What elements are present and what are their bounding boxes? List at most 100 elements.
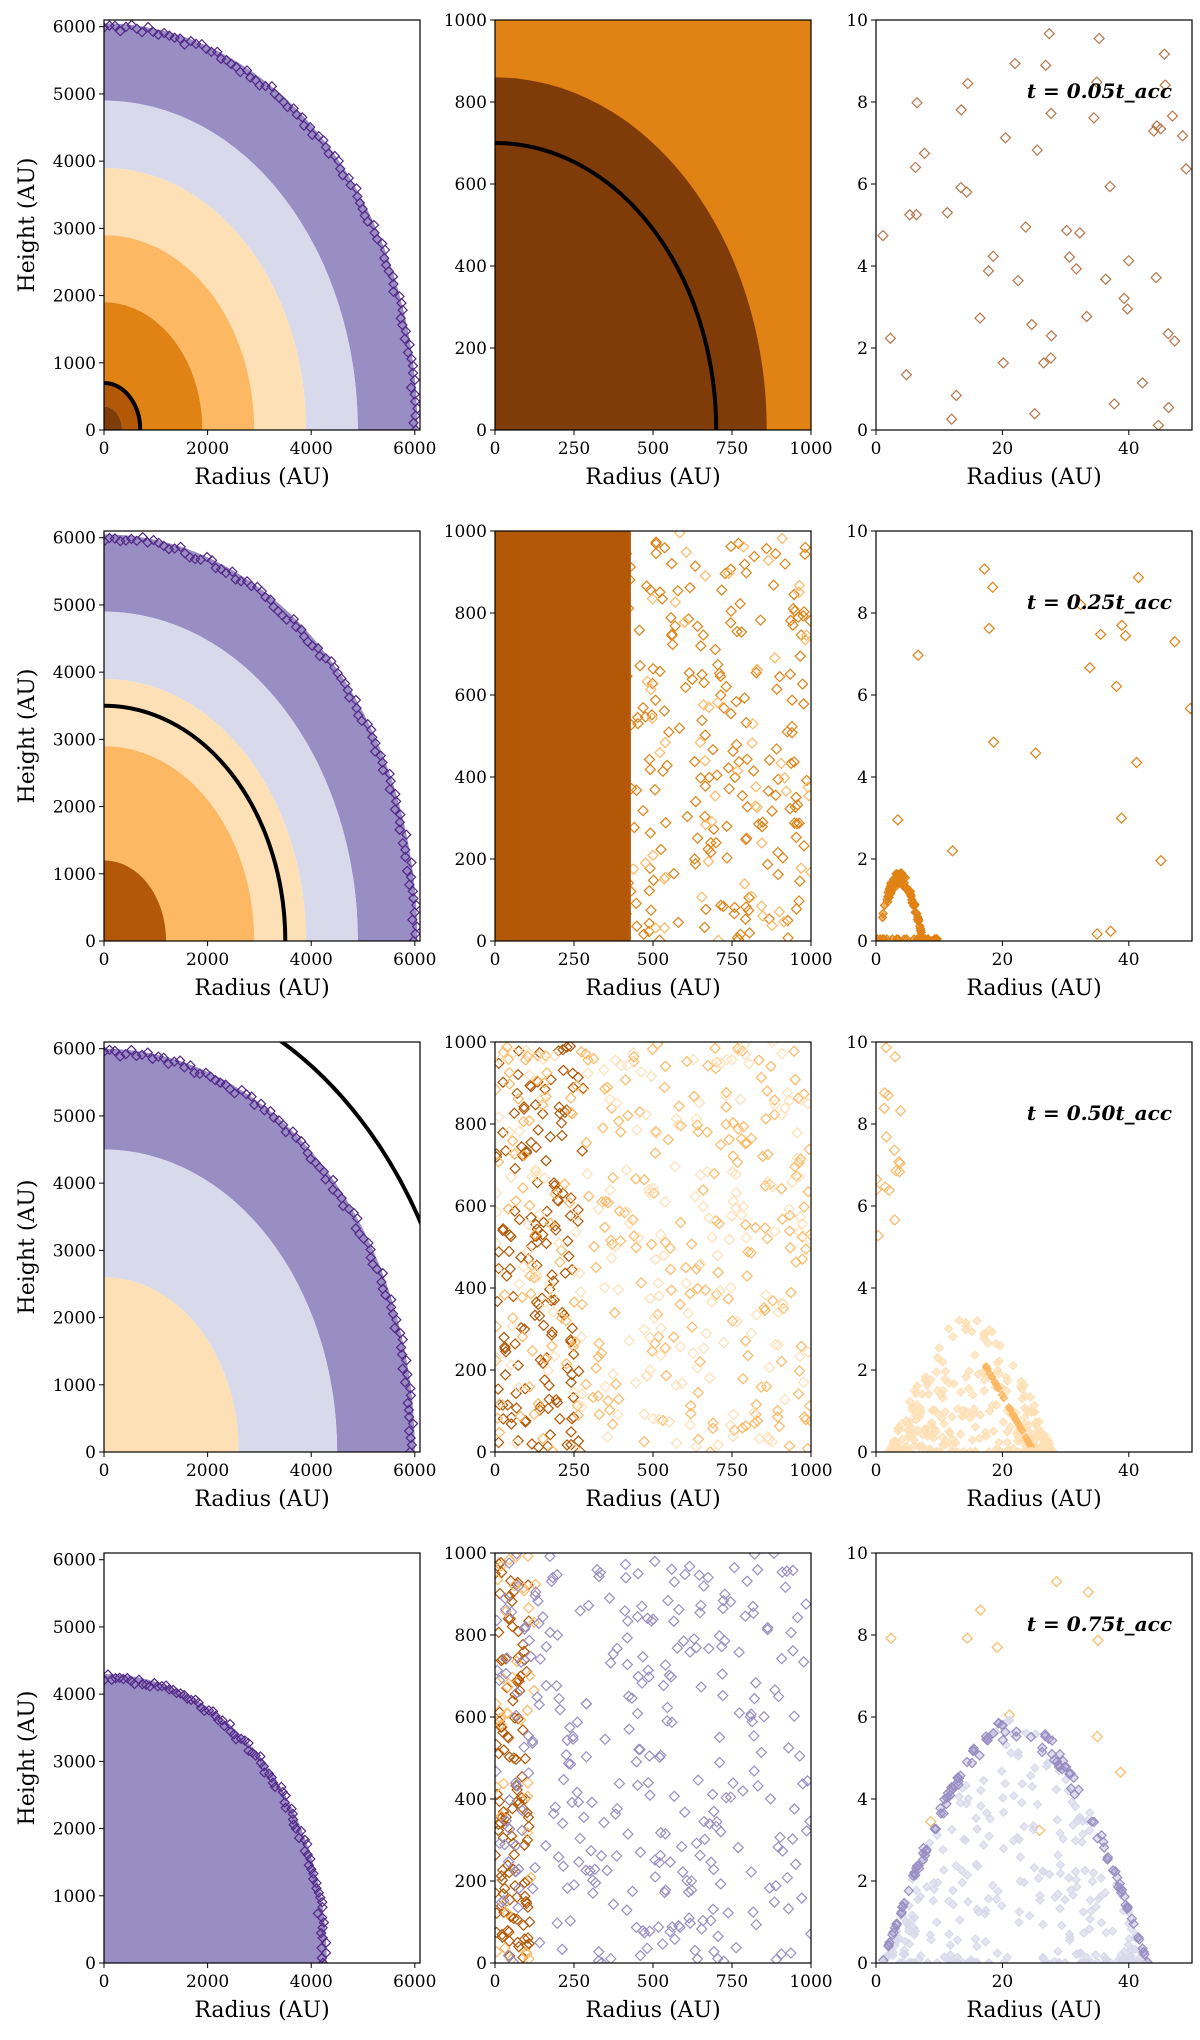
particle-marker	[640, 1370, 653, 1382]
particle-marker	[654, 746, 666, 759]
particle-marker	[654, 665, 666, 678]
particle-marker	[522, 1777, 534, 1789]
particle-marker	[773, 670, 786, 683]
particle-marker	[597, 1122, 609, 1134]
particle-marker	[525, 1136, 537, 1149]
particle-marker	[796, 1217, 809, 1230]
rim-marker	[317, 1901, 328, 1913]
y-tick-label: 2000	[53, 287, 96, 307]
rim-marker	[210, 562, 222, 574]
x-tick-label: 250	[558, 1461, 590, 1481]
particle-marker	[599, 1083, 611, 1095]
particle-marker	[925, 1374, 936, 1385]
particle-marker	[722, 1292, 735, 1305]
particle-marker	[647, 662, 659, 675]
particle-marker	[783, 1440, 796, 1452]
particle-marker	[740, 1231, 752, 1244]
particle-marker	[800, 1598, 811, 1610]
shell-band-purple	[104, 534, 418, 941]
particle-marker	[495, 1397, 507, 1409]
particle-marker	[529, 1586, 542, 1598]
particle-marker	[495, 1573, 504, 1586]
x-axis-label: Radius (AU)	[966, 465, 1101, 490]
rim-marker	[137, 531, 148, 543]
particle-marker	[516, 1824, 528, 1837]
particle-marker	[785, 1286, 797, 1299]
particle-marker	[652, 1921, 665, 1933]
particle-marker	[690, 1641, 703, 1654]
y-tick-label: 8	[857, 93, 868, 113]
particle-marker	[698, 1833, 711, 1846]
particle-marker	[674, 1340, 687, 1353]
rim-marker	[404, 1382, 416, 1394]
particle-marker	[580, 1750, 593, 1763]
y-tick-label: 5000	[53, 1618, 96, 1638]
particle-marker	[947, 1412, 957, 1422]
particle-marker	[518, 1645, 530, 1658]
particle-marker	[556, 1306, 569, 1319]
x-tick-label: 6000	[393, 950, 436, 970]
particle-marker	[524, 1650, 537, 1663]
rim-marker	[399, 851, 411, 863]
particle-marker	[498, 1331, 510, 1344]
particle-marker	[722, 1907, 734, 1919]
particle-marker	[799, 541, 811, 554]
rim-marker	[410, 424, 420, 430]
particle-marker	[794, 1153, 807, 1165]
particle-marker	[582, 1599, 595, 1612]
x-tick-label: 750	[716, 1972, 748, 1992]
particle-marker	[508, 1848, 521, 1861]
particle-marker	[630, 1241, 643, 1254]
particle-marker	[1091, 928, 1103, 940]
particle-marker	[699, 729, 712, 741]
rim-marker	[397, 319, 408, 331]
y-tick-label: 1000	[53, 1887, 96, 1907]
particle-marker	[945, 413, 958, 426]
particle-marker	[766, 805, 778, 818]
particle-marker	[795, 1892, 808, 1904]
rim-marker	[167, 1684, 179, 1696]
particle-marker	[957, 1877, 968, 1888]
particle-marker	[592, 1203, 605, 1216]
rim-marker	[406, 1439, 418, 1451]
particle-marker	[1060, 1894, 1070, 1905]
rim-marker	[104, 1044, 115, 1056]
rim-marker	[210, 1710, 221, 1722]
particle-marker	[963, 1896, 973, 1907]
particle-marker	[798, 840, 810, 852]
particle-marker	[928, 1895, 939, 1906]
rim-marker	[185, 1060, 196, 1071]
rim-marker	[104, 22, 110, 33]
rim-marker	[190, 1694, 201, 1706]
particle-marker	[770, 1953, 783, 1963]
particle-marker	[521, 1834, 534, 1846]
particle-marker	[755, 1746, 768, 1759]
shell-band-orange	[104, 302, 203, 430]
y-axis-label: Height (AU)	[15, 158, 40, 293]
particle-marker	[1101, 1927, 1111, 1938]
particle-marker	[628, 1230, 640, 1242]
particle-marker	[522, 1602, 535, 1614]
x-tick-label: 20	[992, 950, 1014, 970]
particle-marker	[798, 605, 810, 618]
particle-marker	[1075, 1948, 1086, 1958]
particle-marker	[654, 1826, 667, 1839]
rim-marker	[148, 534, 159, 546]
particle-marker	[961, 1756, 973, 1768]
particle-marker	[885, 1632, 897, 1645]
particle-marker	[705, 815, 718, 828]
particle-marker	[790, 903, 803, 915]
particle-marker	[649, 1125, 662, 1138]
particle-marker	[922, 1882, 932, 1892]
particle-marker	[523, 1114, 536, 1127]
particle-marker	[637, 804, 649, 817]
particle-marker	[887, 1929, 898, 1941]
particle-marker	[523, 1916, 536, 1928]
particle-marker	[664, 1925, 676, 1938]
particle-marker	[793, 1750, 806, 1762]
rim-marker	[409, 388, 420, 400]
particle-marker	[1067, 1797, 1077, 1807]
particle-marker	[1090, 76, 1103, 88]
